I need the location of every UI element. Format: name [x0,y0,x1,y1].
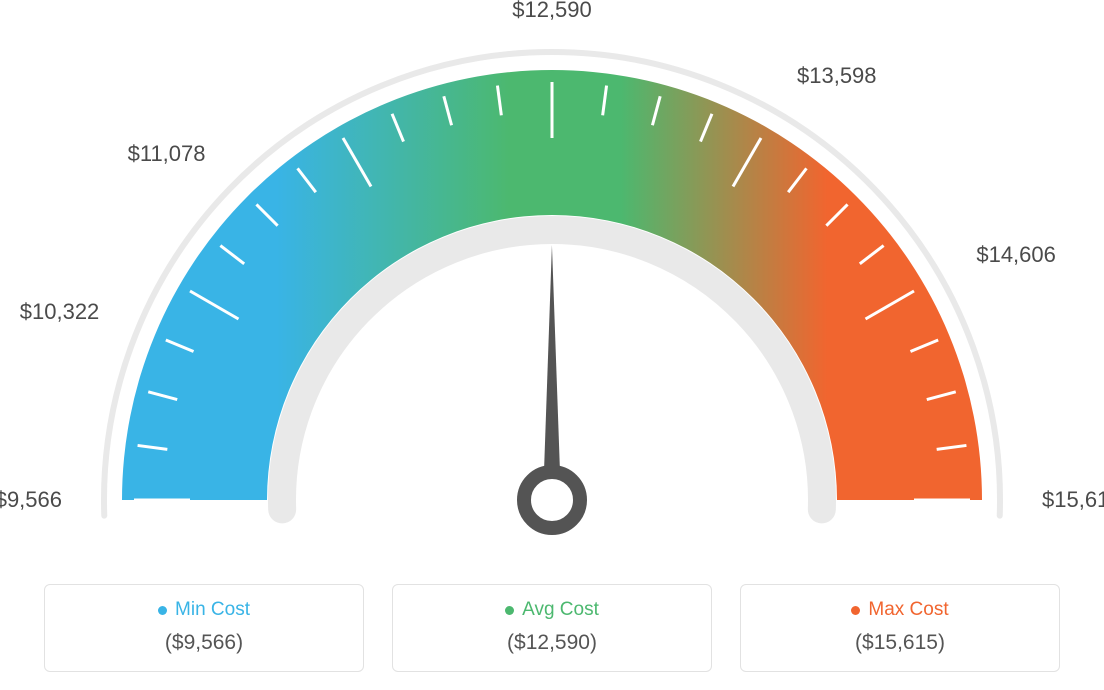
gauge-svg [0,0,1104,560]
scale-label: $13,598 [797,63,877,89]
legend-card-max: Max Cost ($15,615) [740,584,1060,672]
scale-label: $14,606 [976,242,1056,268]
legend-max-header: Max Cost [751,599,1049,621]
legend-max-label: Max Cost [868,599,948,621]
scale-label: $10,322 [20,299,100,325]
scale-label: $15,615 [1042,487,1104,513]
legend-min-header: Min Cost [55,599,353,621]
legend-max-value: ($15,615) [751,631,1049,655]
legend-min-value: ($9,566) [55,631,353,655]
legend-avg-value: ($12,590) [403,631,701,655]
legend-avg-dot [505,606,514,615]
legend-avg-label: Avg Cost [522,599,599,621]
legend-card-avg: Avg Cost ($12,590) [392,584,712,672]
scale-label: $11,078 [128,141,206,167]
legend-avg-header: Avg Cost [403,599,701,621]
legend-min-label: Min Cost [175,599,250,621]
legend-min-dot [158,606,167,615]
gauge-area: $9,566 $10,322 $11,078 $12,590 $13,598 $14,60… [0,0,1104,560]
scale-label: $12,590 [512,0,592,23]
scale-label: $9,566 [0,487,62,513]
legend-row: Min Cost ($9,566) Avg Cost ($12,590) Max… [0,584,1104,672]
legend-max-dot [851,606,860,615]
cost-gauge-container: $9,566 $10,322 $11,078 $12,590 $13,598 $14,60… [0,0,1104,690]
legend-card-min: Min Cost ($9,566) [44,584,364,672]
